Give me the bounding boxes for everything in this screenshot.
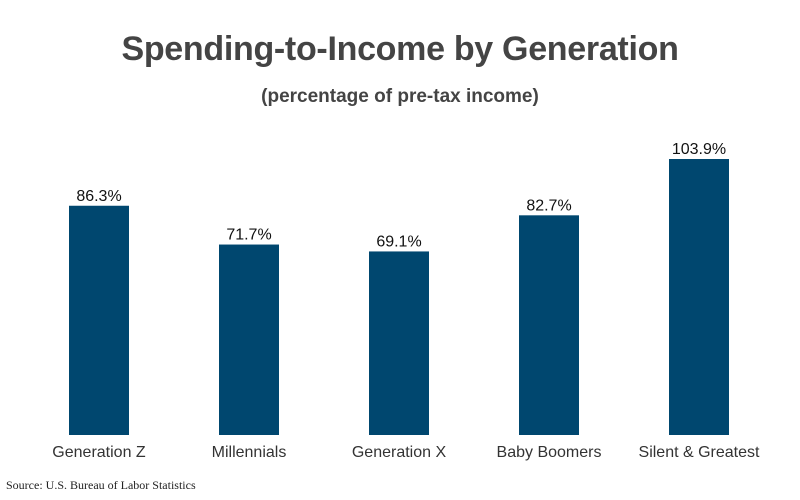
bar-baby-boomers bbox=[519, 215, 579, 435]
bar-millennials bbox=[219, 244, 279, 435]
bar-generation-x bbox=[369, 251, 429, 435]
source-note: Source: U.S. Bureau of Labor Statistics bbox=[6, 478, 196, 492]
value-label-baby-boomers: 82.7% bbox=[526, 197, 571, 214]
chart-title: Spending-to-Income by Generation bbox=[121, 30, 679, 68]
bar-generation-z bbox=[69, 205, 129, 435]
category-label-generation-x: Generation X bbox=[352, 444, 447, 461]
value-label-generation-z: 86.3% bbox=[76, 188, 121, 205]
category-label-generation-z: Generation Z bbox=[52, 444, 146, 461]
chart-subtitle: (percentage of pre-tax income) bbox=[261, 86, 539, 107]
category-label-silent-and-greatest: Silent & Greatest bbox=[639, 444, 761, 461]
category-label-millennials: Millennials bbox=[212, 444, 287, 461]
value-label-silent-and-greatest: 103.9% bbox=[672, 141, 726, 158]
category-label-baby-boomers: Baby Boomers bbox=[497, 444, 602, 461]
value-label-generation-x: 69.1% bbox=[376, 233, 421, 250]
value-label-millennials: 71.7% bbox=[226, 227, 271, 244]
bar-silent-and-greatest bbox=[669, 159, 729, 435]
